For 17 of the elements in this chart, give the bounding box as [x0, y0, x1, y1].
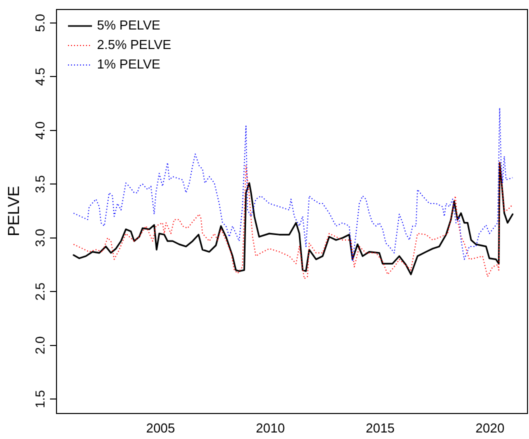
- x-tick-label: 2010: [256, 420, 285, 436]
- legend-label: 2.5% PELVE: [97, 37, 172, 52]
- x-tick-label: 2020: [476, 420, 504, 436]
- y-tick-label: 2.0: [32, 336, 48, 354]
- y-tick-label: 1.5: [32, 390, 48, 408]
- y-tick-label: 3.0: [32, 228, 48, 247]
- line-series: [73, 107, 514, 262]
- legend-label: 5% PELVE: [97, 18, 161, 33]
- x-tick-label: 2015: [366, 420, 395, 436]
- y-tick-label: 5.0: [32, 14, 48, 32]
- y-tick-label: 2.5: [32, 282, 48, 301]
- y-tick-label: 4.5: [32, 68, 48, 86]
- y-axis-title: PELVE: [6, 186, 24, 236]
- legend-label: 1% PELVE: [97, 56, 161, 72]
- x-tick-label: 2005: [146, 420, 176, 436]
- y-tick-label: 3.5: [32, 175, 48, 194]
- y-tick-label: 4.0: [32, 121, 48, 140]
